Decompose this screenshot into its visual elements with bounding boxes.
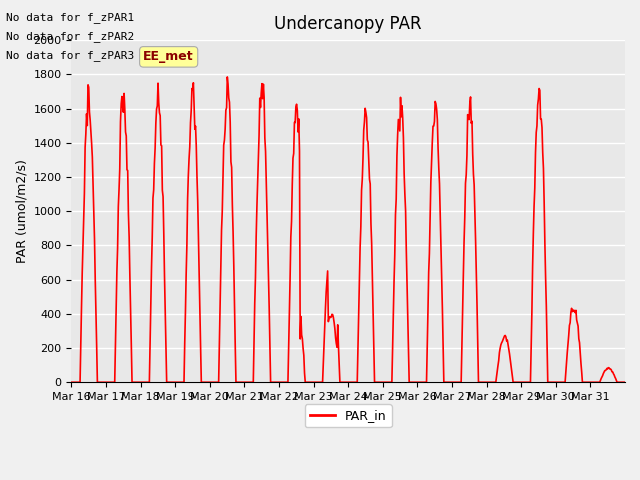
Text: No data for f_zPAR3: No data for f_zPAR3	[6, 50, 134, 61]
Text: No data for f_zPAR1: No data for f_zPAR1	[6, 12, 134, 23]
Text: EE_met: EE_met	[143, 50, 194, 63]
Y-axis label: PAR (umol/m2/s): PAR (umol/m2/s)	[15, 159, 28, 263]
Text: No data for f_zPAR2: No data for f_zPAR2	[6, 31, 134, 42]
Legend: PAR_in: PAR_in	[305, 404, 392, 427]
Title: Undercanopy PAR: Undercanopy PAR	[275, 15, 422, 33]
